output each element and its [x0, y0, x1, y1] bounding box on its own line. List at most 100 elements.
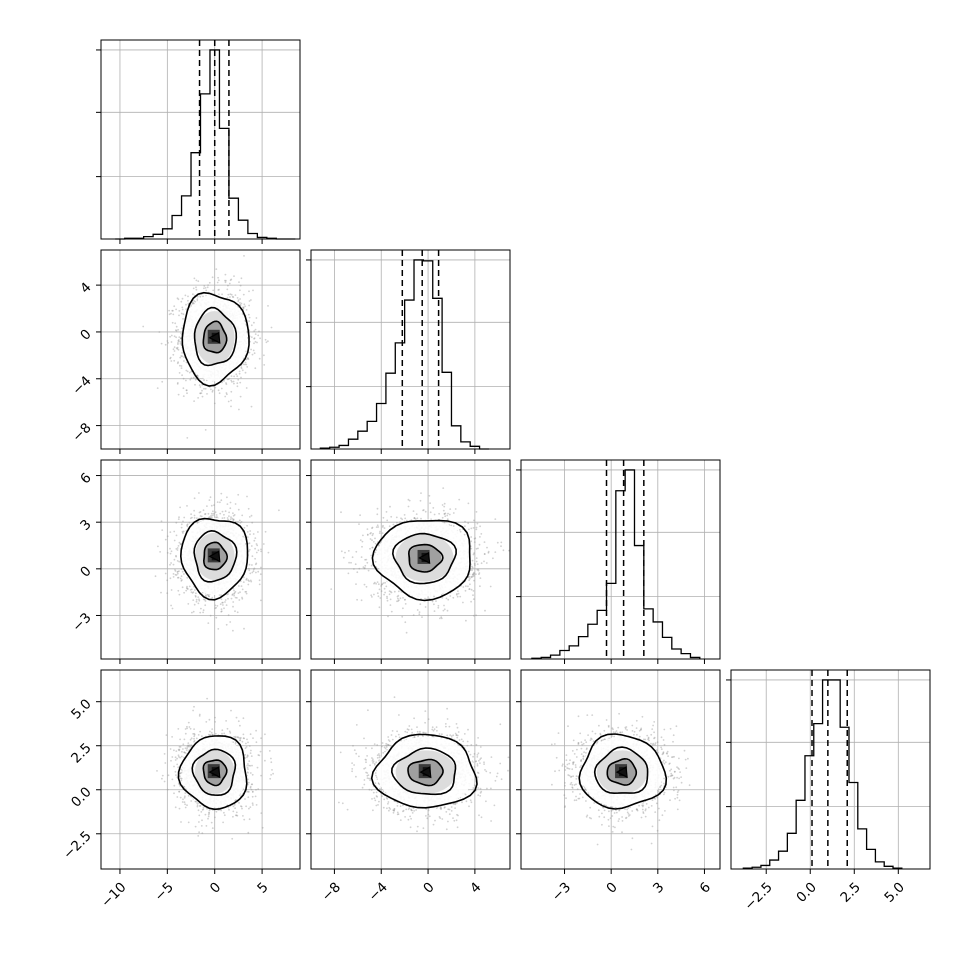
- scatter-point: [236, 597, 238, 599]
- scatter-point: [237, 508, 240, 511]
- scatter-point: [250, 580, 253, 583]
- scatter-point: [369, 538, 372, 540]
- scatter-point: [404, 598, 406, 601]
- scatter-point: [378, 532, 381, 534]
- contour-line: [179, 517, 249, 601]
- scatter-point: [468, 579, 470, 582]
- scatter-point: [242, 581, 245, 583]
- scatter-point: [246, 531, 249, 533]
- scatter-point: [370, 554, 373, 557]
- scatter-point: [379, 597, 382, 599]
- scatter-point: [397, 590, 400, 593]
- scatter-point: [176, 549, 179, 551]
- scatter-point: [366, 534, 369, 536]
- scatter-point: [475, 526, 478, 529]
- scatter-point: [255, 317, 258, 319]
- scatter-point: [475, 547, 478, 550]
- scatter-point: [185, 389, 188, 392]
- scatter-point: [477, 569, 480, 572]
- scatter-point: [209, 496, 212, 499]
- scatter-point: [195, 286, 197, 289]
- scatter-point: [175, 308, 178, 311]
- scatter-point: [171, 309, 174, 312]
- scatter-point: [388, 590, 391, 592]
- scatter-point: [470, 536, 473, 538]
- scatter-point: [217, 389, 220, 392]
- scatter-point: [166, 535, 169, 538]
- scatter-point: [174, 569, 176, 571]
- scatter-point: [456, 595, 459, 598]
- scatter-point: [252, 289, 254, 292]
- scatter-point: [207, 512, 210, 515]
- scatter-point: [254, 557, 256, 560]
- scatter-point: [242, 293, 245, 296]
- scatter-point: [159, 551, 162, 553]
- scatter-point: [257, 549, 260, 552]
- scatter-point: [185, 389, 188, 392]
- scatter-point: [252, 570, 255, 573]
- scatter-point: [355, 583, 357, 585]
- scatter-point: [250, 405, 253, 408]
- scatter-panel-1: [96, 459, 301, 664]
- scatter-point: [348, 561, 350, 564]
- scatter-point: [176, 547, 179, 549]
- scatter-point: [220, 610, 223, 613]
- scatter-point: [197, 397, 200, 399]
- scatter-point: [199, 511, 202, 513]
- scatter-point: [196, 295, 199, 298]
- scatter-point: [246, 536, 249, 538]
- scatter-point: [216, 501, 219, 503]
- scatter-point: [166, 552, 169, 554]
- scatter-point: [231, 295, 234, 298]
- scatter-point: [167, 342, 170, 344]
- scatter-point: [238, 408, 240, 411]
- scatter-point: [250, 514, 253, 517]
- scatter-point: [443, 505, 446, 508]
- scatter-point: [172, 353, 175, 356]
- scatter-point: [222, 604, 224, 606]
- scatter-point: [183, 516, 186, 519]
- scatter-point: [178, 516, 180, 519]
- scatter-point: [404, 603, 407, 605]
- scatter-point: [178, 372, 181, 374]
- scatter-point: [252, 568, 255, 571]
- scatter-point: [245, 358, 248, 361]
- scatter-point: [228, 511, 231, 514]
- scatter-point: [470, 575, 473, 578]
- scatter-point: [223, 513, 225, 516]
- scatter-point: [414, 518, 417, 520]
- scatter-point: [398, 599, 400, 602]
- scatter-point: [173, 359, 176, 362]
- scatter-point: [177, 576, 180, 579]
- scatter-point: [412, 510, 415, 512]
- scatter-point: [193, 299, 195, 302]
- scatter-point: [177, 393, 180, 396]
- scatter-point: [172, 573, 175, 575]
- scatter-point: [176, 348, 179, 350]
- scatter-point: [253, 342, 255, 345]
- scatter-point: [185, 303, 187, 306]
- scatter-point: [239, 289, 241, 292]
- scatter-point: [470, 600, 472, 603]
- scatter-point: [355, 550, 358, 553]
- scatter-point: [197, 280, 200, 283]
- scatter-point: [365, 558, 368, 561]
- scatter-point: [418, 611, 421, 613]
- scatter-point: [227, 378, 230, 381]
- scatter-point: [176, 560, 179, 562]
- panel-frame: [310, 249, 511, 450]
- scatter-point: [470, 540, 473, 543]
- scatter-point: [475, 528, 478, 531]
- scatter-point: [181, 570, 184, 573]
- scatter-point: [471, 559, 474, 562]
- scatter-point: [386, 595, 388, 598]
- scatter-point: [187, 299, 189, 302]
- scatter-point: [177, 518, 180, 520]
- scatter-point: [347, 550, 350, 552]
- scatter-point: [473, 519, 475, 522]
- scatter-point: [245, 590, 248, 593]
- scatter-point: [202, 598, 205, 601]
- scatter-point: [229, 501, 232, 504]
- scatter-point: [194, 300, 197, 303]
- density-fill-core: [211, 332, 219, 342]
